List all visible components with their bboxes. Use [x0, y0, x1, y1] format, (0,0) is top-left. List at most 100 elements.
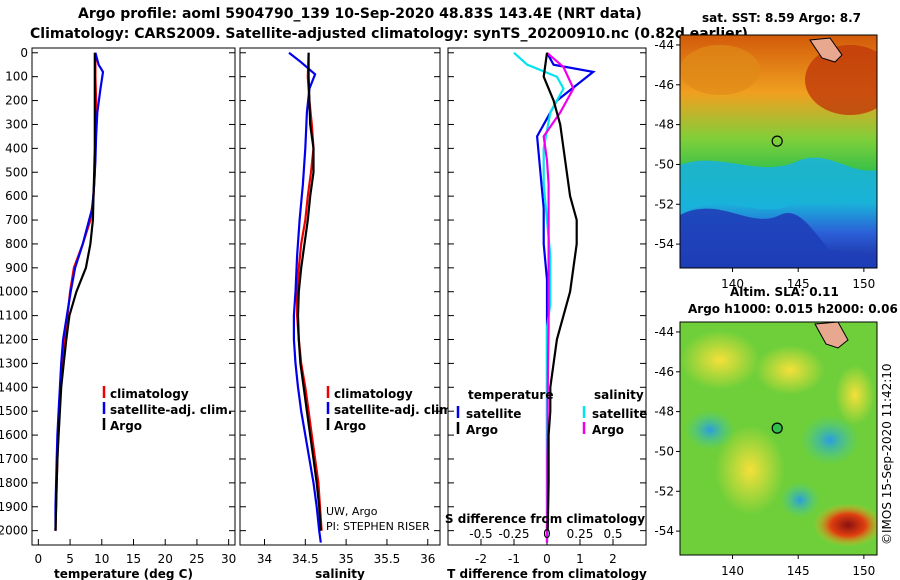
- x-tick-label: 25: [189, 552, 204, 566]
- annotation-uw-argo: UW, Argo: [326, 505, 378, 518]
- depth-tick-label: 800: [5, 237, 28, 251]
- salinity-panel: 34 34.5 35 35.5 36 salinity climatology satelli…: [239, 47, 456, 580]
- series-line-t-argo: [542, 52, 578, 531]
- difference-panel: -2 -1 0 1 2T difference from climatology temp…: [445, 47, 647, 580]
- x-tick-label: 34.5: [292, 552, 319, 566]
- legend-label: Argo: [334, 419, 366, 433]
- x-tick-label: 34: [257, 552, 272, 566]
- x-tick-label: 2: [609, 552, 617, 566]
- series-line-argo: [54, 52, 96, 531]
- argo-location-marker: [771, 422, 783, 434]
- depth-tick-label: 1500: [0, 404, 28, 418]
- depth-tick-label: 900: [5, 261, 28, 275]
- series-line-argo: [296, 52, 322, 531]
- annotation-pi: PI: STEPHEN RISER: [326, 520, 430, 533]
- map-y-tick-label: -46: [654, 78, 674, 92]
- depth-tick-label: 1300: [0, 356, 28, 370]
- map-y-tick-label: -44: [654, 325, 674, 339]
- depth-tick-label: 200: [5, 94, 28, 108]
- map-y-tick-label: -54: [654, 237, 674, 251]
- depth-tick-label: 1200: [0, 333, 28, 347]
- map-x-tick-label: 150: [852, 564, 875, 578]
- credit: ©IMOS 15-Sep-2020 11:42:10: [880, 363, 894, 545]
- sla-map: -44 -46 -48 -50 -52 -54 140 145 150: [654, 321, 878, 578]
- sla-map-title-1: Altim. SLA: 0.11: [730, 285, 839, 299]
- argo-location-marker: [771, 135, 783, 147]
- sst-map-title: sat. SST: 8.59 Argo: 8.7: [702, 11, 862, 25]
- x-tick-label: 35: [338, 552, 353, 566]
- x-tick-label: -2: [475, 552, 487, 566]
- depth-tick-label: 300: [5, 117, 28, 131]
- tasmania-land: [809, 37, 843, 63]
- legend-label: satellite-adj. clim.: [110, 403, 232, 417]
- x-tick-label: -1: [508, 552, 520, 566]
- depth-tick-label: 400: [5, 141, 28, 155]
- title-line-2: Climatology: CARS2009. Satellite-adjuste…: [30, 26, 748, 42]
- depth-tick-label: 0: [20, 46, 28, 60]
- legend-header-temperature: temperature: [468, 388, 553, 402]
- map-y-tick-label: -44: [654, 38, 674, 52]
- top-tick-label: 0.25: [567, 527, 594, 541]
- top-tick-label: 0.5: [603, 527, 622, 541]
- x-axis-label: T difference from climatology: [447, 567, 647, 580]
- map-y-tick-label: -50: [654, 157, 674, 171]
- legend-label: satellite: [466, 407, 521, 421]
- plot-frame: [31, 47, 236, 546]
- map-y-tick-label: -48: [654, 405, 674, 419]
- legend-label: satellite: [592, 407, 647, 421]
- top-tick-label: 0: [543, 527, 551, 541]
- map-x-tick-label: 140: [721, 564, 744, 578]
- x-tick-label: 5: [66, 552, 74, 566]
- map-x-tick-label: 150: [852, 277, 875, 291]
- x-tick-label: 15: [126, 552, 141, 566]
- x-tick-label: 0: [35, 552, 43, 566]
- top-tick-label: -0.25: [498, 527, 529, 541]
- map-y-tick-label: -46: [654, 365, 674, 379]
- legend-label: Argo: [110, 419, 142, 433]
- depth-tick-label: 700: [5, 213, 28, 227]
- legend-label: Argo: [466, 423, 498, 437]
- legend-label: satellite-adj. clim.: [334, 403, 456, 417]
- x-tick-label: 30: [221, 552, 236, 566]
- x-tick-label: 0: [543, 552, 551, 566]
- map-y-tick-label: -52: [654, 484, 674, 498]
- x-axis-label: salinity: [315, 567, 365, 580]
- plot-frame: [239, 47, 441, 546]
- depth-tick-label: 500: [5, 165, 28, 179]
- x-tick-label: 35.5: [374, 552, 401, 566]
- legend-label: climatology: [110, 387, 189, 401]
- map-y-tick-label: -48: [654, 118, 674, 132]
- depth-tick-label: 1000: [0, 285, 28, 299]
- legend-label: climatology: [334, 387, 413, 401]
- map-y-tick-label: -50: [654, 444, 674, 458]
- legend-header-salinity: salinity: [594, 388, 644, 402]
- x-axis-label-top: S difference from climatology: [445, 512, 645, 526]
- depth-tick-label: 1800: [0, 476, 28, 490]
- sst-map: -44 -46 -48 -50 -52 -54 140 145 150: [654, 34, 878, 291]
- x-tick-label: 1: [576, 552, 584, 566]
- x-tick-label: 10: [94, 552, 109, 566]
- x-tick-label: 20: [158, 552, 173, 566]
- depth-tick-label: 1900: [0, 500, 28, 514]
- depth-tick-label: 100: [5, 70, 28, 84]
- top-tick-label: -0.5: [469, 527, 492, 541]
- map-x-tick-label: 140: [721, 277, 744, 291]
- title-line-1: Argo profile: aoml 5904790_139 10-Sep-20…: [78, 6, 642, 22]
- depth-tick-label: 2000: [0, 524, 28, 538]
- map-y-tick-label: -52: [654, 197, 674, 211]
- temperature-panel: 0100200300400500600700800900100011001200…: [0, 46, 236, 580]
- legend-label: Argo: [592, 423, 624, 437]
- depth-tick-label: 600: [5, 189, 28, 203]
- sla-map-title-2: Argo h1000: 0.015 h2000: 0.06: [688, 302, 898, 316]
- map-x-tick-label: 145: [787, 277, 810, 291]
- map-x-tick-label: 145: [787, 564, 810, 578]
- series-line-s-argo: [542, 51, 575, 543]
- x-axis-label: temperature (deg C): [54, 567, 193, 580]
- x-tick-label: 36: [420, 552, 435, 566]
- map-y-tick-label: -54: [654, 524, 674, 538]
- depth-tick-label: 1100: [0, 309, 28, 323]
- depth-tick-label: 1400: [0, 380, 28, 394]
- depth-tick-label: 1600: [0, 428, 28, 442]
- depth-tick-label: 1700: [0, 452, 28, 466]
